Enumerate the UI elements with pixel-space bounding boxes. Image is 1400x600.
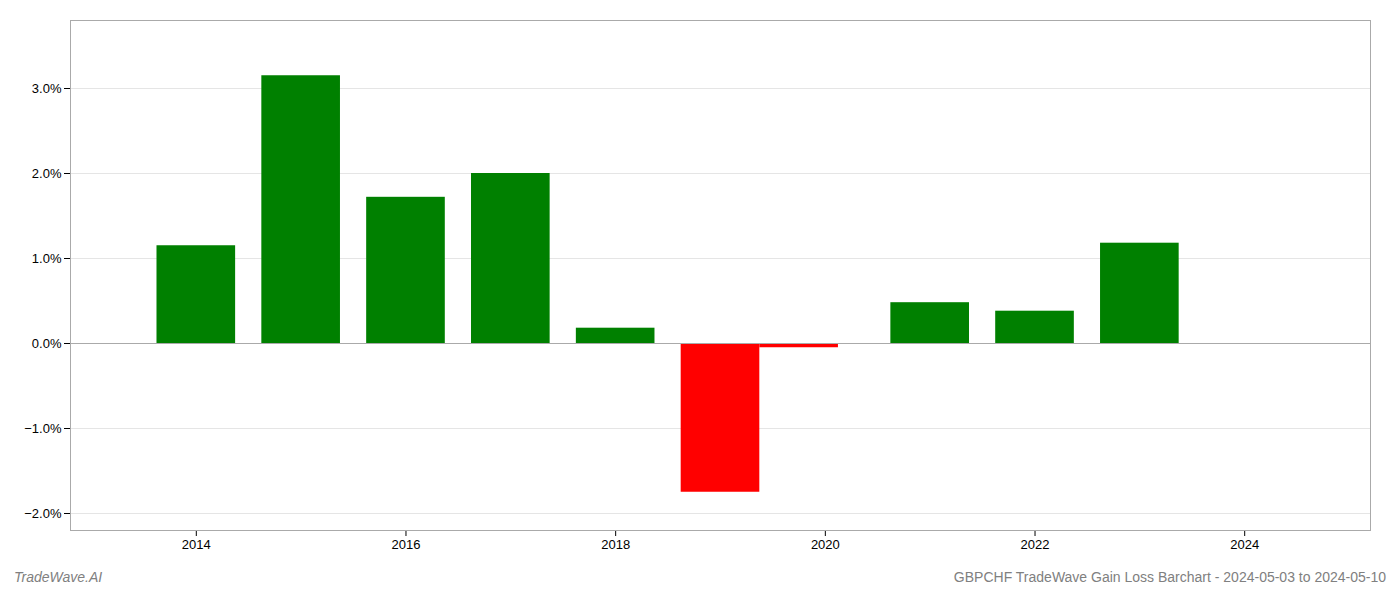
svg-text:2016: 2016 [392, 537, 421, 552]
svg-text:2.0%: 2.0% [32, 166, 62, 181]
svg-text:3.0%: 3.0% [32, 81, 62, 96]
svg-text:−2.0%: −2.0% [24, 506, 62, 521]
svg-text:0.0%: 0.0% [32, 336, 62, 351]
html-text:TradeWave.AI: TradeWave.AI [14, 569, 103, 585]
svg-text:2014: 2014 [182, 537, 211, 552]
svg-text:2020: 2020 [811, 537, 840, 552]
svg-text:1.0%: 1.0% [32, 251, 62, 266]
svg-text:2022: 2022 [1021, 537, 1050, 552]
svg-text:−1.0%: −1.0% [24, 421, 62, 436]
html-text:GBPCHF TradeWave Gain Loss Bar: GBPCHF TradeWave Gain Loss Barchart - 20… [953, 569, 1386, 585]
svg-text:2024: 2024 [1230, 537, 1259, 552]
svg-text:2018: 2018 [601, 537, 630, 552]
